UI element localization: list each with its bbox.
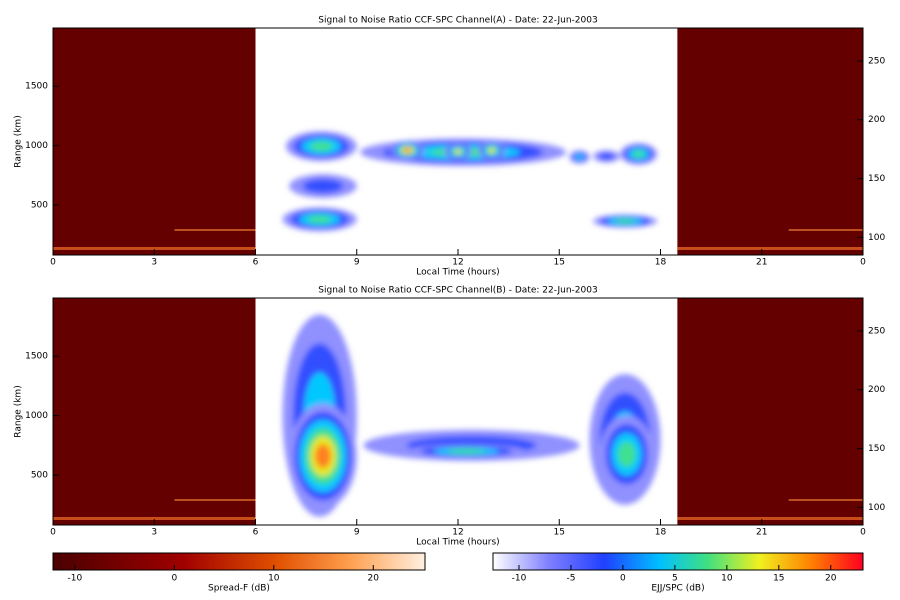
y-tick-label: 500 (31, 201, 48, 211)
x-tick-label: 12 (452, 258, 463, 268)
colorbar-tick-label: 20 (368, 574, 380, 584)
echo-streak (677, 247, 863, 250)
x-tick-label: 15 (554, 258, 565, 268)
chart-title: Signal to Noise Ratio CCF-SPC Channel(A)… (318, 16, 597, 26)
x-tick-label: 0 (860, 258, 866, 268)
echo (488, 147, 496, 154)
night-right (677, 28, 863, 255)
x-axis-label: Local Time (hours) (416, 538, 499, 548)
colorbar-label: EJJ/SPC (dB) (651, 584, 704, 594)
night-right (677, 298, 863, 525)
x-tick-label: 18 (655, 258, 667, 268)
chart-title: Signal to Noise Ratio CCF-SPC Channel(B)… (318, 286, 597, 296)
x-tick-label: 15 (554, 528, 565, 538)
y-axis-label: Range (km) (14, 385, 24, 437)
x-tick-label: 21 (756, 528, 767, 538)
echo (575, 154, 584, 160)
x-tick-label: 3 (151, 528, 157, 538)
echo (598, 152, 615, 160)
colorbar-tick-label: 0 (171, 574, 177, 584)
colorbar-tick-label: -10 (512, 574, 527, 584)
echo-layer (282, 314, 661, 517)
colorbar-tick-label: -5 (566, 574, 575, 584)
y-tick-label: 1000 (25, 411, 48, 421)
y2-tick-label: 100 (868, 233, 885, 243)
y2-tick-label: 200 (868, 115, 885, 125)
echo-streak (677, 517, 863, 520)
echo (302, 178, 344, 194)
colorbar-tick-label: 15 (773, 574, 784, 584)
y-tick-label: 1000 (25, 141, 48, 151)
echo (614, 218, 636, 224)
echo (309, 141, 334, 152)
echo-streak (174, 499, 256, 501)
colorbar-tick-label: 5 (672, 574, 678, 584)
echo (446, 448, 487, 454)
echo-streak (174, 229, 256, 231)
x-tick-label: 0 (50, 528, 56, 538)
x-tick-label: 3 (151, 258, 157, 268)
colorbar-tick-label: 10 (721, 574, 733, 584)
echo-streak (53, 517, 256, 520)
x-tick-label: 18 (655, 528, 667, 538)
y-tick-label: 1500 (25, 82, 48, 92)
y-tick-label: 500 (31, 471, 48, 481)
colorbar-label: Spread-F (dB) (208, 584, 270, 594)
x-tick-label: 12 (452, 528, 463, 538)
y-tick-label: 1500 (25, 352, 48, 362)
colorbar-tick-label: -10 (68, 574, 83, 584)
y2-tick-label: 150 (868, 444, 885, 454)
x-tick-label: 6 (253, 258, 259, 268)
night-left (53, 28, 256, 255)
panel: Signal to Noise Ratio CCF-SPC Channel(A)… (14, 16, 886, 278)
x-axis-label: Local Time (hours) (416, 268, 499, 278)
night-left (53, 298, 256, 525)
echo-streak (788, 499, 863, 501)
y2-tick-label: 250 (868, 326, 885, 336)
echo (632, 150, 645, 158)
echo (617, 441, 636, 468)
x-tick-label: 6 (253, 528, 259, 538)
colorbar (492, 552, 864, 571)
echo-streak (53, 247, 256, 250)
x-tick-label: 21 (756, 258, 767, 268)
colorbar-tick-label: 10 (268, 574, 280, 584)
echo-layer (282, 131, 658, 232)
colorbar (52, 552, 426, 571)
echo-streak (788, 229, 863, 231)
echo (307, 215, 332, 224)
y-axis-label: Range (km) (14, 115, 24, 167)
echo (315, 444, 331, 469)
y2-tick-label: 100 (868, 503, 885, 513)
echo (454, 149, 462, 154)
colorbar-tick-label: 0 (620, 574, 626, 584)
x-tick-label: 0 (860, 528, 866, 538)
panel: Signal to Noise Ratio CCF-SPC Channel(B)… (14, 286, 886, 548)
y2-tick-label: 200 (868, 385, 885, 395)
x-tick-label: 0 (50, 258, 56, 268)
y2-tick-label: 250 (868, 56, 885, 66)
colorbar-tick-label: 20 (825, 574, 837, 584)
x-tick-label: 9 (354, 258, 360, 268)
echo (403, 148, 412, 153)
y2-tick-label: 150 (868, 174, 885, 184)
x-tick-label: 9 (354, 528, 360, 538)
